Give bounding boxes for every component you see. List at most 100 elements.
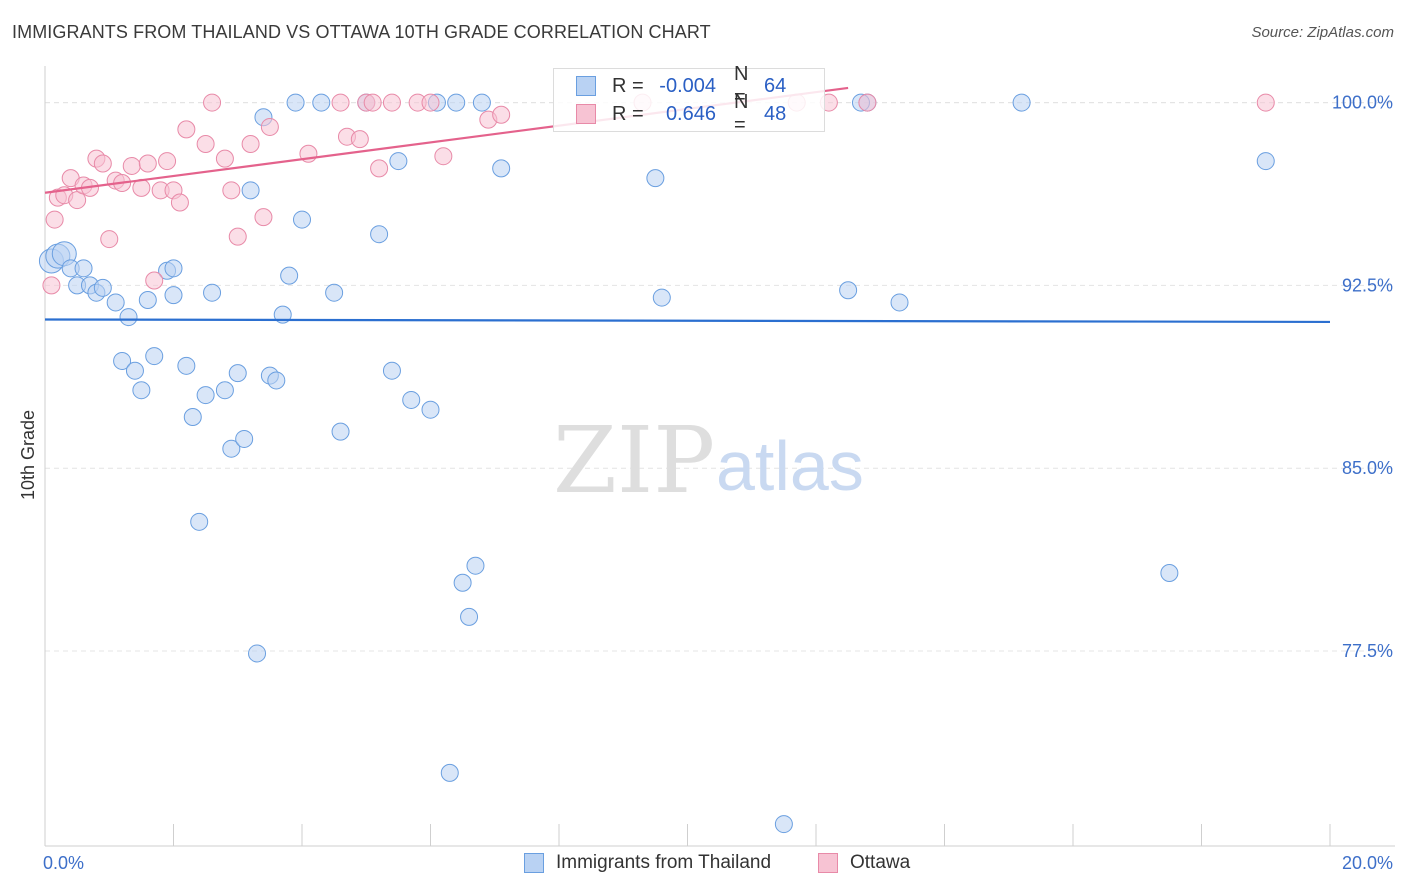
legend-n-label: N = [734, 63, 749, 108]
data-points [38, 93, 1275, 834]
thailand-point [389, 152, 408, 171]
ottawa-point [382, 93, 401, 112]
ottawa-point [241, 135, 260, 153]
thailand-point [235, 429, 254, 448]
ottawa-point [45, 210, 64, 229]
thailand-point [106, 293, 125, 312]
ottawa-point [42, 276, 61, 295]
thailand-point [839, 281, 858, 300]
thailand-point [453, 573, 472, 592]
thailand-point [145, 347, 164, 366]
ottawa-point [492, 105, 511, 124]
y-axis-label: 10th Grade [18, 410, 38, 500]
watermark-atlas: atlas [716, 427, 864, 505]
ottawa-point [170, 193, 189, 212]
thailand-point [215, 381, 234, 400]
legend-row-ottawa: R = 0.646 N = 48 [576, 91, 787, 136]
ottawa-point [203, 93, 222, 112]
thailand-point [132, 381, 151, 400]
ottawa-point [100, 230, 119, 249]
thailand-point [293, 210, 311, 229]
thailand-point [248, 644, 267, 663]
ottawa-point [196, 135, 215, 153]
legend-swatch-ottawa [576, 104, 596, 124]
thailand-point [280, 266, 299, 285]
thailand-point [447, 93, 466, 112]
ottawa-point [434, 147, 453, 166]
chart-title: IMMIGRANTS FROM THAILAND VS OTTAWA 10TH … [12, 22, 711, 42]
legend-r-value-ottawa: 0.646 [665, 102, 716, 125]
thailand-point [1256, 152, 1275, 171]
thailand-point [241, 181, 260, 200]
ottawa-point [93, 154, 112, 173]
thailand-point [74, 259, 93, 278]
ottawa-point [331, 93, 350, 112]
thailand-point [138, 291, 157, 309]
thailand-point [382, 361, 401, 380]
ottawa-point [228, 227, 247, 246]
thailand-point [125, 361, 144, 380]
x-tick-label: 0.0% [43, 853, 84, 873]
thailand-point [460, 607, 479, 626]
thailand-point [370, 225, 389, 244]
legend-r-label: R = [612, 74, 644, 97]
thailand-point [1012, 93, 1031, 112]
ottawa-point [138, 154, 157, 173]
thailand-point [402, 390, 421, 409]
thailand-point [774, 815, 793, 834]
y-tick-label: 77.5% [1342, 641, 1393, 661]
thailand-point [190, 512, 209, 531]
legend-r-label: R = [612, 102, 644, 125]
ottawa-point [1256, 93, 1275, 112]
thailand-point [228, 364, 247, 383]
watermark: ZIP atlas [553, 407, 864, 514]
y-tick-label: 92.5% [1342, 275, 1393, 295]
thailand-point [325, 283, 344, 302]
ottawa-point [254, 208, 273, 227]
ottawa-point [145, 271, 164, 290]
thailand-point [164, 259, 183, 278]
thailand-point [472, 93, 491, 112]
axis-labels: 100.0% 92.5% 85.0% 77.5% 0.0% 20.0% [43, 93, 1393, 873]
ottawa-point [858, 93, 877, 112]
thailand-point [890, 293, 909, 312]
watermark-zip: ZIP [553, 407, 715, 514]
axes [44, 66, 1395, 847]
bottom-legend-swatch-thailand [524, 853, 544, 873]
thailand-point [652, 288, 671, 307]
thailand-point [113, 351, 132, 370]
ottawa-point [350, 130, 369, 149]
y-tick-label: 85.0% [1342, 458, 1393, 478]
legend-n-value-ottawa: 48 [764, 102, 787, 125]
ottawa-point [215, 149, 234, 168]
thailand-point [331, 422, 350, 441]
ottawa-point [421, 93, 440, 112]
thailand-point [93, 278, 112, 297]
y-tick-label: 100.0% [1332, 93, 1393, 113]
thailand-point [222, 439, 241, 458]
ottawa-point [158, 152, 177, 171]
source-label: Source: ZipAtlas.com [1251, 24, 1394, 41]
ottawa-point [222, 181, 241, 200]
legend-n-value-thailand: 64 [764, 74, 787, 97]
thailand-point [119, 308, 138, 327]
x-tick-label: 20.0% [1342, 853, 1393, 873]
thailand-point [421, 400, 440, 419]
thailand-point [646, 169, 665, 188]
ottawa-point [177, 120, 196, 139]
bottom-legend-ottawa: Ottawa [818, 852, 910, 874]
thailand-point [203, 283, 222, 302]
bottom-legend-swatch-ottawa [818, 853, 838, 873]
thailand-point [1160, 564, 1179, 582]
thailand-point [466, 556, 485, 575]
legend-swatch-thailand [576, 76, 596, 96]
legend-r-value-thailand: -0.004 [659, 74, 716, 97]
bottom-legend-thailand: Immigrants from Thailand [524, 852, 771, 874]
thailand-point [286, 93, 305, 112]
legend-box: R = -0.004 N = 64 R = 0.646 N = 48 [553, 63, 825, 136]
bottom-legend-label-thailand: Immigrants from Thailand [556, 852, 772, 873]
bottom-legend-label-ottawa: Ottawa [850, 852, 911, 873]
thailand-point [196, 386, 215, 405]
thailand-point [440, 763, 459, 782]
thailand-point [177, 356, 196, 375]
